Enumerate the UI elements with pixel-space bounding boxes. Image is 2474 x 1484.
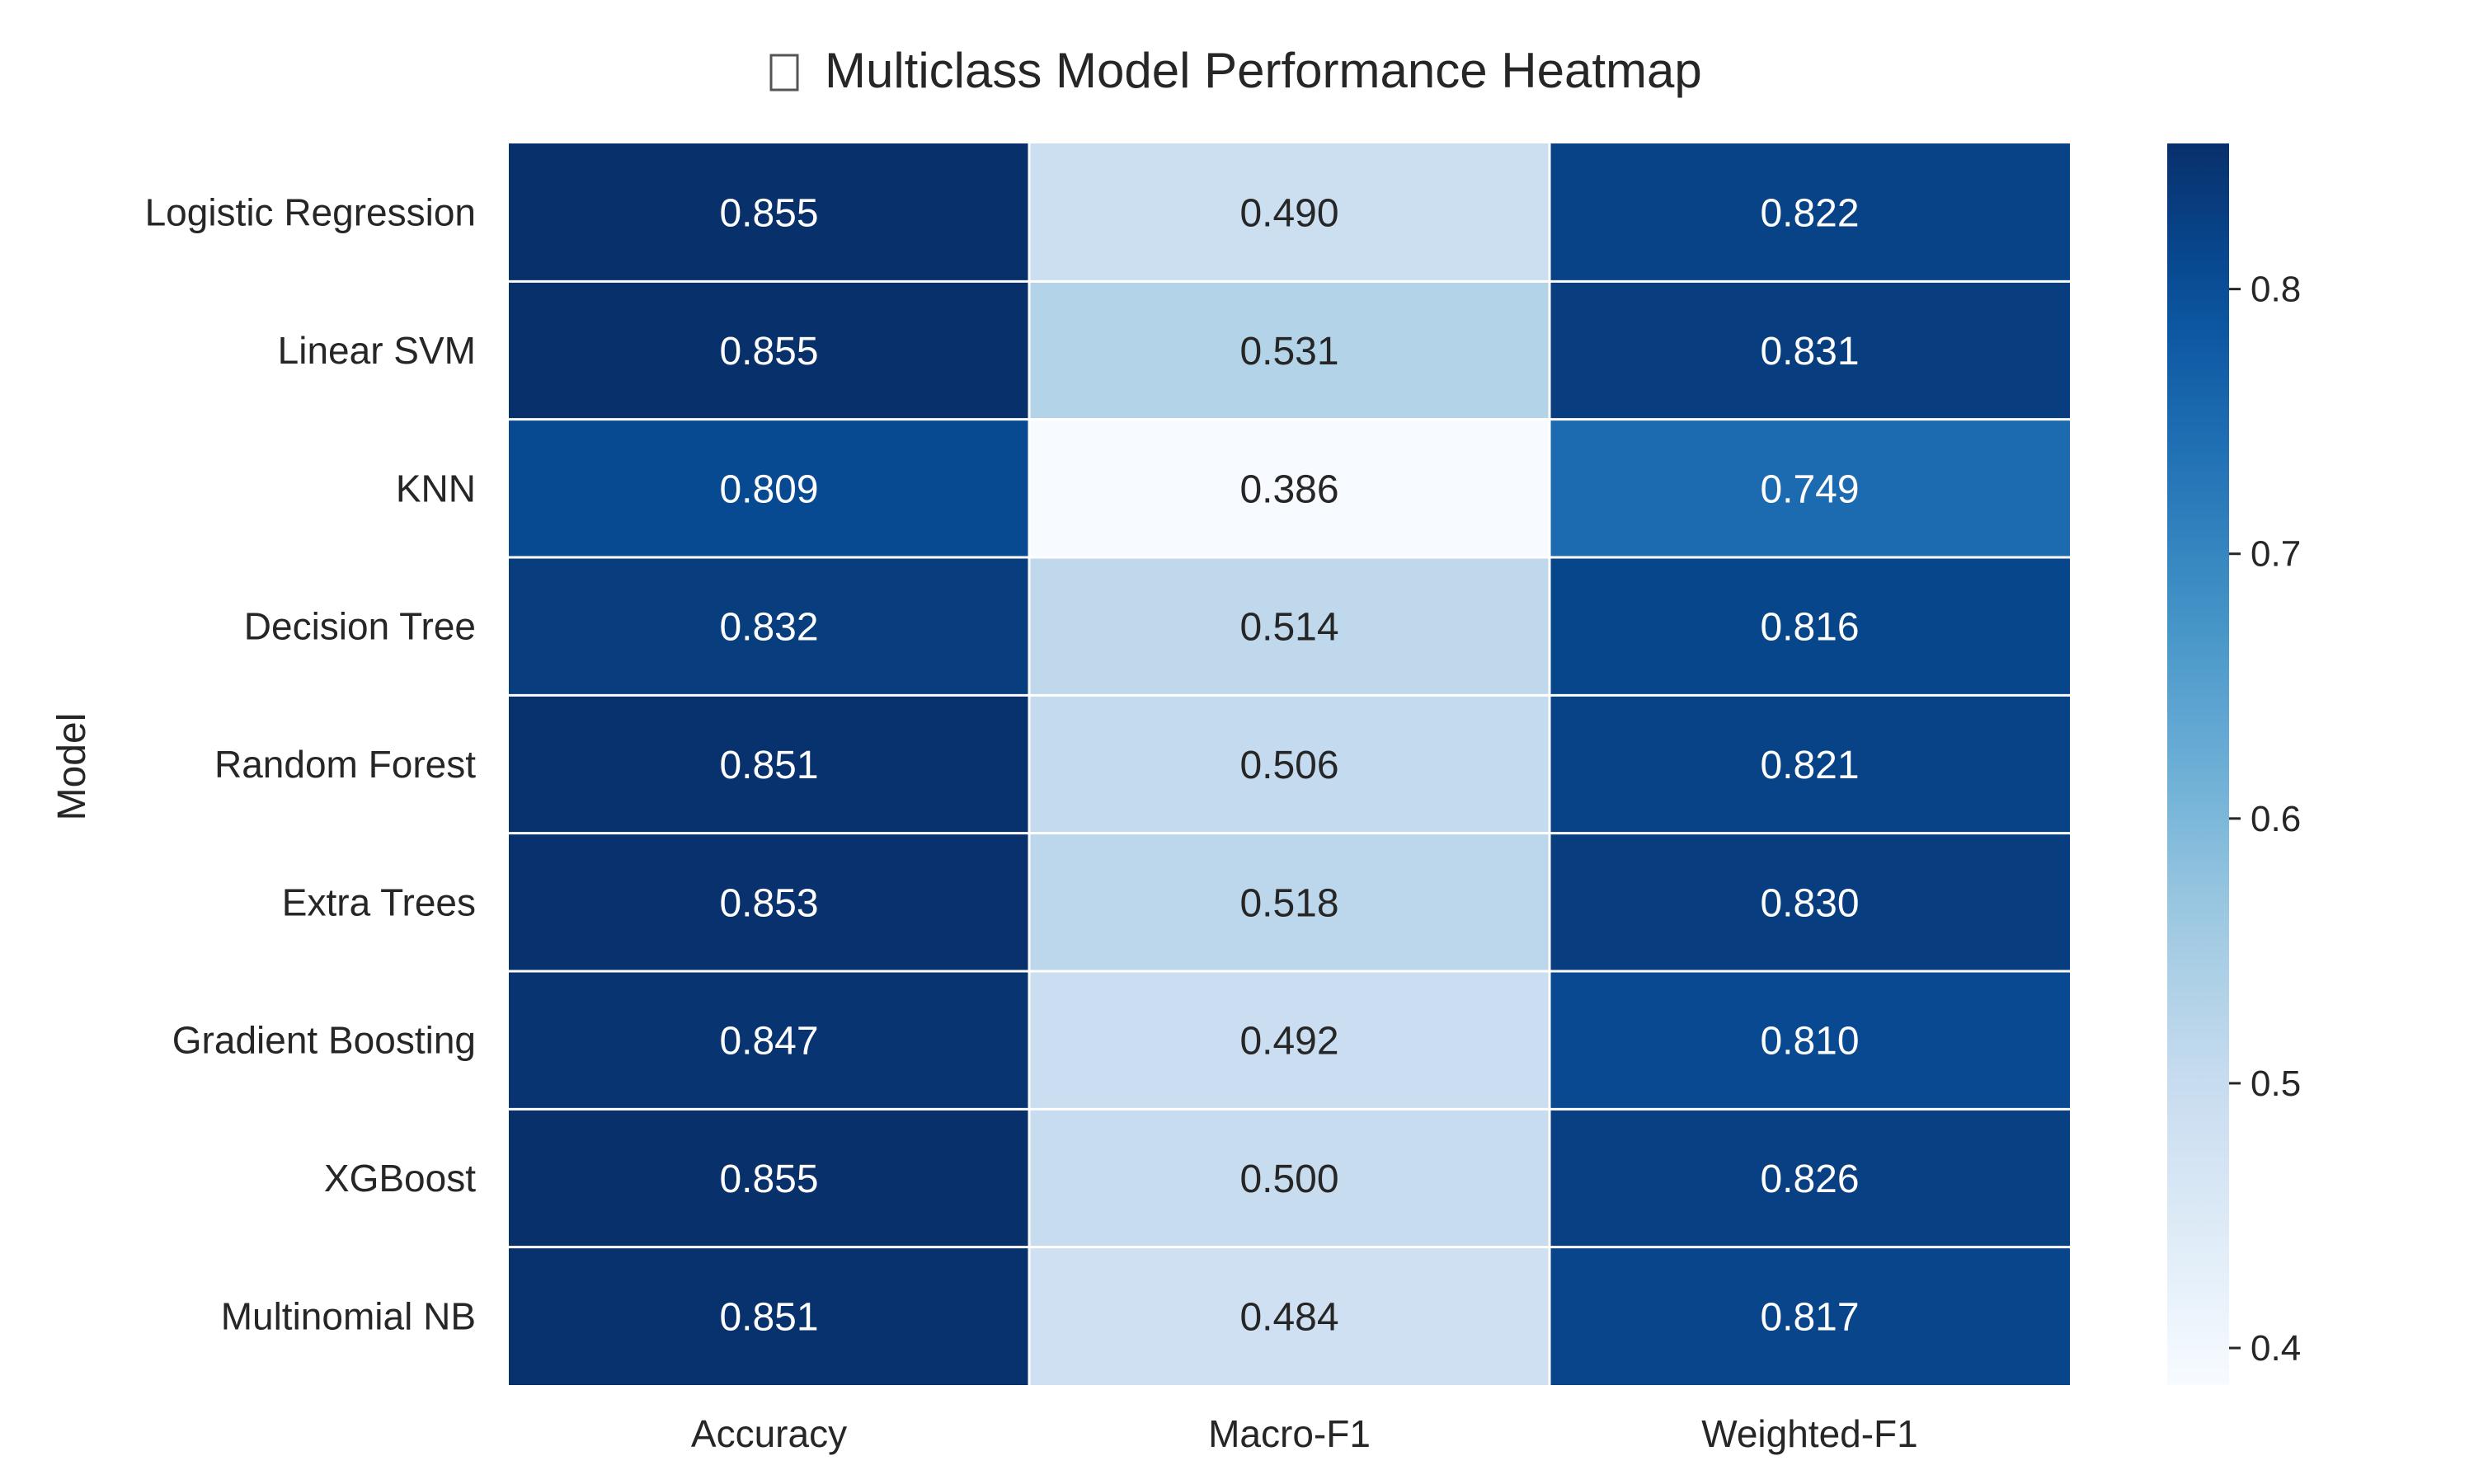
colorbar-tick-label: 0.5: [2251, 1064, 2301, 1104]
column-label: Macro-F1: [1208, 1412, 1371, 1455]
cell-value-label: 0.809: [719, 467, 818, 511]
cell-value-label: 0.821: [1760, 744, 1859, 787]
colorbar: 0.4 0.5 0.6 0.7 0.8: [2167, 143, 2301, 1385]
cell-value-label: 0.531: [1239, 330, 1338, 373]
cell-value-label: 0.855: [719, 1158, 818, 1201]
heatmap-cell: [509, 971, 1029, 1110]
cell-value-label: 0.853: [719, 881, 818, 925]
cell-value-label: 0.492: [1239, 1020, 1338, 1064]
heatmap-cell: [1029, 419, 1550, 557]
cell-value-label: 0.847: [719, 1020, 818, 1064]
y-axis-label: Model: [50, 713, 94, 821]
heatmap-cell: [1029, 971, 1550, 1110]
heatmap-cell: [509, 143, 1029, 282]
cell-value-label: 0.826: [1760, 1158, 1859, 1201]
cell-value-label: 0.817: [1760, 1295, 1859, 1339]
row-label: Multinomial NB: [221, 1294, 476, 1337]
heatmap-cell: [509, 695, 1029, 834]
colorbar-gradient: [2167, 143, 2229, 1385]
heatmap-cell: [1550, 695, 2070, 834]
heatmap-cell: [1550, 971, 2070, 1110]
column-label: Weighted-F1: [1701, 1412, 1918, 1455]
cell-value-label: 0.514: [1239, 606, 1338, 650]
chart-title-text: Multiclass Model Performance Heatmap: [825, 43, 1702, 98]
cell-value-label: 0.851: [719, 744, 818, 787]
cell-value-label: 0.490: [1239, 192, 1338, 236]
x-tick-labels: Accuracy Macro-F1 Weighted-F1: [691, 1412, 1918, 1455]
heatmap-cell: [1550, 143, 2070, 282]
chart-title: Multiclass Model Performance Heatmap: [769, 43, 1702, 98]
cell-value-label: 0.855: [719, 330, 818, 373]
heatmap-cell: [1550, 281, 2070, 420]
cell-value-label: 0.484: [1239, 1295, 1338, 1339]
colorbar-tick-label: 0.6: [2251, 799, 2301, 839]
heatmap-cells: [509, 143, 2070, 1385]
row-label: Extra Trees: [282, 881, 476, 923]
heatmap-cell-labels: 0.855 0.490 0.822 0.855 0.531 0.831 0.809 0.386…: [719, 192, 1859, 1340]
colorbar-tick-label: 0.4: [2251, 1328, 2301, 1369]
cell-value-label: 0.851: [719, 1295, 818, 1339]
row-label: XGBoost: [324, 1157, 476, 1200]
chart-icon: [769, 54, 799, 92]
colorbar-tick-label: 0.7: [2251, 534, 2301, 575]
row-label: Linear SVM: [278, 329, 476, 372]
cell-value-label: 0.830: [1760, 881, 1859, 925]
heatmap-cell: [509, 419, 1029, 557]
cell-value-label: 0.500: [1239, 1158, 1338, 1201]
heatmap-cell: [509, 1247, 1029, 1385]
heatmap-cell: [509, 833, 1029, 971]
heatmap-cell: [1029, 695, 1550, 834]
row-label: Random Forest: [214, 743, 476, 786]
heatmap-cell: [509, 281, 1029, 420]
colorbar-tick-label: 0.8: [2251, 270, 2301, 310]
heatmap-cell: [509, 557, 1029, 696]
heatmap-cell: [509, 1109, 1029, 1247]
heatmap-cell: [1550, 419, 2070, 557]
heatmap-cell: [1029, 833, 1550, 971]
heatmap-cell: [1029, 281, 1550, 420]
heatmap-cell: [1550, 557, 2070, 696]
row-label: Gradient Boosting: [172, 1019, 476, 1062]
heatmap-cell: [1029, 143, 1550, 282]
heatmap-cell: [1550, 1109, 2070, 1247]
heatmap-cell: [1550, 1247, 2070, 1385]
column-label: Accuracy: [691, 1412, 847, 1455]
cell-value-label: 0.518: [1239, 881, 1338, 925]
heatmap-cell: [1029, 1109, 1550, 1247]
cell-value-label: 0.506: [1239, 744, 1338, 787]
cell-value-label: 0.816: [1760, 606, 1859, 650]
row-label: Logistic Regression: [145, 191, 476, 234]
cell-value-label: 0.810: [1760, 1020, 1859, 1064]
row-label: Decision Tree: [244, 605, 476, 648]
cell-value-label: 0.832: [719, 606, 818, 650]
cell-value-label: 0.831: [1760, 330, 1859, 373]
heatmap-cell: [1550, 833, 2070, 971]
cell-value-label: 0.386: [1239, 467, 1338, 511]
heatmap-cell: [1029, 1247, 1550, 1385]
cell-value-label: 0.749: [1760, 467, 1859, 511]
heatmap-grid-lines: [509, 143, 2070, 1385]
heatmap-cell: [1029, 557, 1550, 696]
y-tick-labels: Logistic Regression Linear SVM KNN Decision…: [145, 191, 477, 1338]
cell-value-label: 0.822: [1760, 192, 1859, 236]
cell-value-label: 0.855: [719, 192, 818, 236]
row-label: KNN: [396, 467, 476, 510]
